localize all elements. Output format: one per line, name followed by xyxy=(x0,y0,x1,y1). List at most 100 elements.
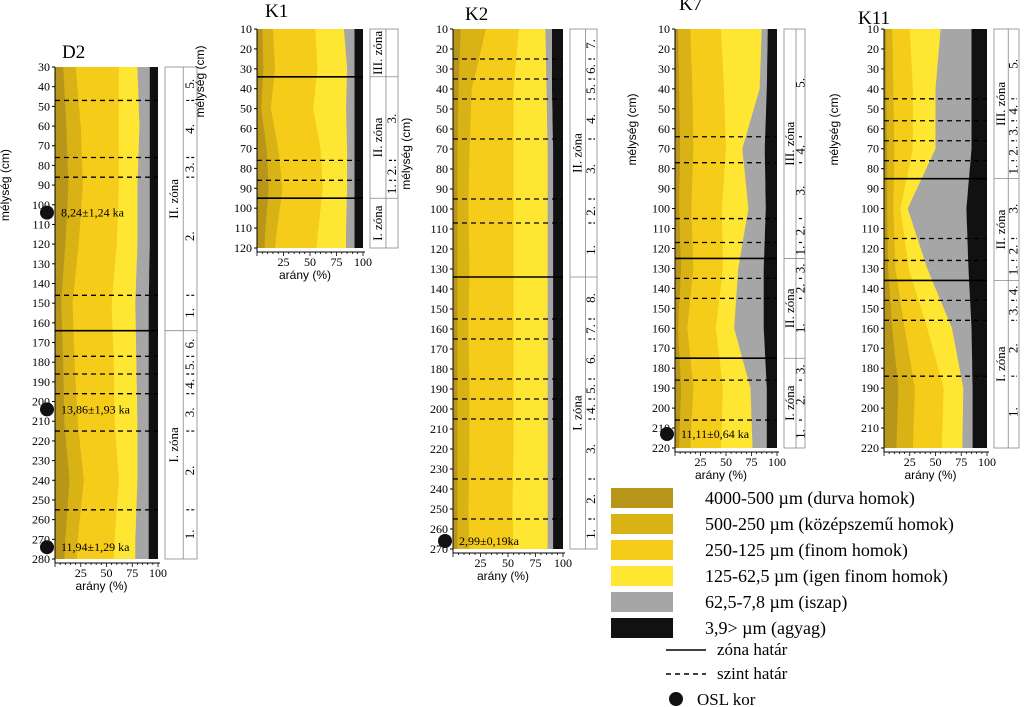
level-label: 3. xyxy=(583,444,598,454)
y-tick-label: 110 xyxy=(652,222,670,236)
y-tick-label: 230 xyxy=(430,462,448,476)
x-tick-label: 50 xyxy=(930,455,942,469)
y-tick-label: 100 xyxy=(430,202,448,216)
level-label: 1. xyxy=(792,246,807,256)
y-tick-label: 140 xyxy=(652,281,670,295)
y-tick-label: 200 xyxy=(861,401,879,415)
y-tick-label: 250 xyxy=(430,502,448,516)
y-tick-label: 10 xyxy=(436,22,448,36)
y-tick-label: 80 xyxy=(240,161,252,175)
y-tick-label: 120 xyxy=(430,242,448,256)
level-label: 3. xyxy=(1006,305,1021,315)
y-tick-label: 130 xyxy=(861,261,879,275)
y-tick-label: 70 xyxy=(38,139,50,153)
legend-label: 500-250 µm (középszemű homok) xyxy=(705,514,954,535)
y-tick-label: 180 xyxy=(652,361,670,375)
y-tick-label: 140 xyxy=(861,281,879,295)
level-label: 7. xyxy=(583,324,598,334)
legend-swatch xyxy=(611,488,673,508)
level-label: 5. xyxy=(182,360,197,370)
zone-column-frame xyxy=(369,28,399,249)
zone-label: I. zóna xyxy=(993,346,1008,382)
y-tick-label: 60 xyxy=(658,122,670,136)
x-axis-label: arány (%) xyxy=(477,569,529,583)
y-tick-label: 60 xyxy=(436,122,448,136)
y-tick-label: 190 xyxy=(430,382,448,396)
level-label: 5. xyxy=(1006,59,1021,69)
osl-point xyxy=(40,402,54,417)
zone-label: I. zóna xyxy=(782,385,797,421)
level-label: 1. xyxy=(583,245,598,255)
level-label: 2. xyxy=(792,284,807,294)
y-tick-label: 30 xyxy=(658,62,670,76)
y-tick-label: 230 xyxy=(32,454,50,468)
legend-label: zóna határ xyxy=(717,640,788,659)
level-label: 3. xyxy=(792,364,807,374)
x-tick-label: 50 xyxy=(101,566,113,580)
y-tick-label: 260 xyxy=(32,513,50,527)
level-label: 1. xyxy=(792,429,807,439)
level-label: 5. xyxy=(583,384,598,394)
y-tick-label: 170 xyxy=(430,342,448,356)
level-label: 4. xyxy=(583,114,598,124)
legend-label: OSL kor xyxy=(697,690,756,707)
y-tick-label: 40 xyxy=(867,82,879,96)
level-label: 1. xyxy=(1006,266,1021,276)
y-tick-label: 170 xyxy=(861,341,879,355)
legend-swatch xyxy=(611,566,673,586)
osl-label: 11,11±0,64 ka xyxy=(681,427,750,441)
y-axis-label: mélység (cm) xyxy=(827,94,841,166)
legend-osl-marker xyxy=(669,692,683,706)
y-tick-label: 20 xyxy=(436,42,448,56)
y-tick-label: 240 xyxy=(430,482,448,496)
y-tick-label: 70 xyxy=(867,142,879,156)
level-label: 3. xyxy=(583,164,598,174)
level-label: 1. xyxy=(384,184,399,194)
y-tick-label: 110 xyxy=(430,222,448,236)
profile-k1: 10 20 30 40 50 60 70 80 90 100 110 120 25 50 75 100 arán… xyxy=(193,1,399,282)
profile-title: K2 xyxy=(465,4,488,25)
zone-label: II. zóna xyxy=(166,179,181,219)
y-tick-label: 90 xyxy=(436,182,448,196)
y-tick-label: 160 xyxy=(861,321,879,335)
y-tick-label: 80 xyxy=(658,162,670,176)
y-tick-label: 210 xyxy=(32,414,50,428)
y-tick-label: 80 xyxy=(867,162,879,176)
y-tick-label: 70 xyxy=(436,142,448,156)
osl-point xyxy=(438,534,452,548)
level-label: 3. xyxy=(384,114,399,124)
zone-label: II. zóna xyxy=(993,209,1008,249)
y-tick-label: 160 xyxy=(430,322,448,336)
profile-k7: 10 20 30 40 50 60 70 80 90 100 110 120 130 140 150 160 1… xyxy=(625,0,807,482)
y-tick-label: 40 xyxy=(436,82,448,96)
x-tick-label: 25 xyxy=(278,255,290,269)
y-tick-label: 220 xyxy=(32,434,50,448)
y-tick-label: 150 xyxy=(652,301,670,315)
level-label: 2. xyxy=(792,395,807,405)
x-axis-label: arány (%) xyxy=(904,468,956,482)
area-k7-class-1 xyxy=(675,29,682,448)
y-tick-label: 40 xyxy=(38,80,50,94)
osl-label: 11,94±1,29 ka xyxy=(61,540,130,554)
legend-swatch xyxy=(611,592,673,612)
y-tick-label: 10 xyxy=(867,22,879,36)
osl-label: 8,24±1,24 ka xyxy=(61,206,125,220)
level-label: 5. xyxy=(583,84,598,94)
y-tick-label: 130 xyxy=(652,261,670,275)
x-tick-label: 75 xyxy=(126,566,138,580)
y-tick-label: 70 xyxy=(658,142,670,156)
legend-label: 3,9> µm (agyag) xyxy=(705,618,826,639)
profile-title: K11 xyxy=(858,8,890,29)
y-tick-label: 30 xyxy=(240,62,252,76)
legend-label: szint határ xyxy=(717,664,788,683)
level-label: 2. xyxy=(1006,146,1021,156)
zone-label: I. zóna xyxy=(370,205,385,241)
x-tick-label: 100 xyxy=(149,566,167,580)
x-tick-label: 50 xyxy=(304,255,316,269)
area-k11-class-1 xyxy=(884,29,899,448)
y-tick-label: 130 xyxy=(32,257,50,271)
y-tick-label: 140 xyxy=(32,276,50,290)
y-tick-label: 60 xyxy=(38,119,50,133)
y-tick-label: 160 xyxy=(652,321,670,335)
y-axis-label: mélység (cm) xyxy=(0,149,12,221)
